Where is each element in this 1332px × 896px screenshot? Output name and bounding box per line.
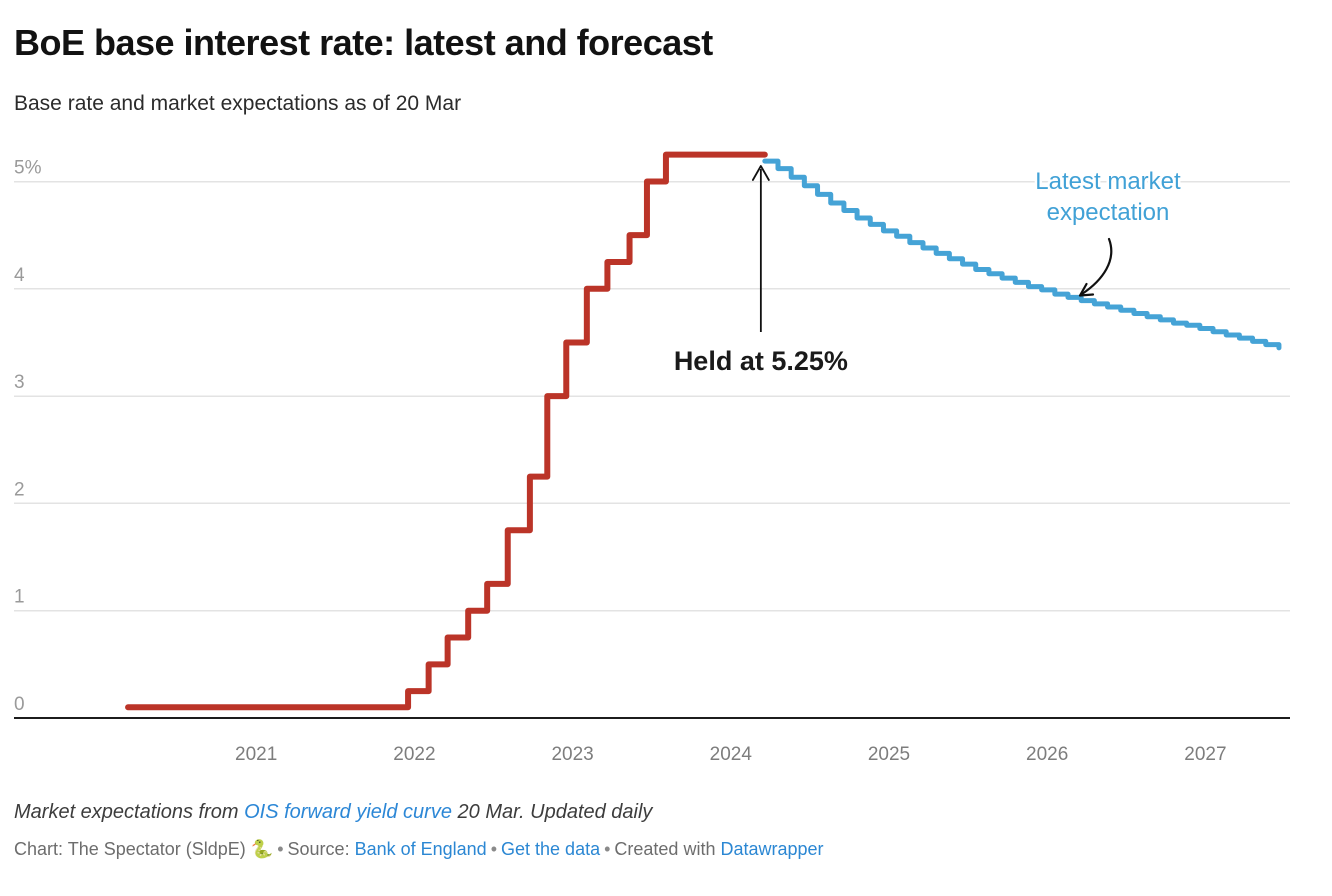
x-tick-label: 2026	[1026, 744, 1068, 765]
bank-of-england-link[interactable]: Bank of England	[354, 839, 487, 860]
x-tick-label: 2023	[551, 744, 593, 765]
y-tick-label: 5%	[14, 158, 42, 179]
market-expectation-label: Latest market	[1035, 168, 1181, 195]
footnote-text: Market expectations from	[14, 801, 245, 824]
forecast-series	[762, 158, 1282, 351]
chart-credit: Chart: The Spectator (SldpE)	[14, 839, 246, 860]
chart-subtitle: Base rate and market expectations as of …	[14, 92, 462, 116]
created-with-label: Created with	[614, 839, 716, 860]
y-tick-label: 4	[14, 265, 25, 286]
y-tick-label: 3	[14, 372, 25, 393]
x-tick-label: 2024	[710, 744, 753, 765]
x-tick-label: 2027	[1184, 744, 1226, 765]
credit-line: Chart: The Spectator (SldpE) 🐍 • Source: B…	[14, 839, 1318, 861]
get-the-data-link[interactable]: Get the data	[501, 839, 601, 860]
x-tick-label: 2025	[868, 744, 910, 765]
base-rate-series	[125, 151, 768, 711]
chart-footer: Market expectations from OIS forward yie…	[0, 801, 1332, 861]
ois-forward-yield-curve-link[interactable]: OIS forward yield curve	[244, 801, 452, 824]
footnote: Market expectations from OIS forward yie…	[14, 801, 1318, 824]
held-annotation: Held at 5.25%	[674, 346, 848, 376]
market-expectation-label: expectation	[1047, 199, 1170, 226]
y-tick-label: 2	[14, 480, 25, 501]
x-tick-label: 2022	[393, 744, 435, 765]
chart-canvas: 0 1 2 3 4 5% 2021 2022 2023 2024 2025 2026 2027 Held …	[14, 151, 1290, 765]
chart-header: BoE base interest rate: latest and forec…	[0, 0, 1332, 116]
footnote-suffix: 20 Mar. Updated daily	[451, 801, 653, 824]
source-label: Source:	[287, 839, 350, 860]
y-tick-label: 0	[14, 694, 25, 715]
bullet-separator: •	[490, 839, 498, 860]
x-tick-label: 2021	[235, 744, 277, 765]
market-arrowhead-icon	[1078, 283, 1095, 297]
bullet-separator: •	[604, 839, 611, 860]
market-arrow-curve	[1080, 238, 1113, 296]
snake-emoji-icon: 🐍	[250, 839, 274, 860]
datawrapper-link[interactable]: Datawrapper	[720, 839, 824, 860]
page-title: BoE base interest rate: latest and forec…	[14, 22, 713, 63]
held-arrowhead-icon	[751, 165, 770, 182]
bullet-separator: •	[277, 839, 284, 860]
y-tick-label: 1	[14, 587, 25, 608]
